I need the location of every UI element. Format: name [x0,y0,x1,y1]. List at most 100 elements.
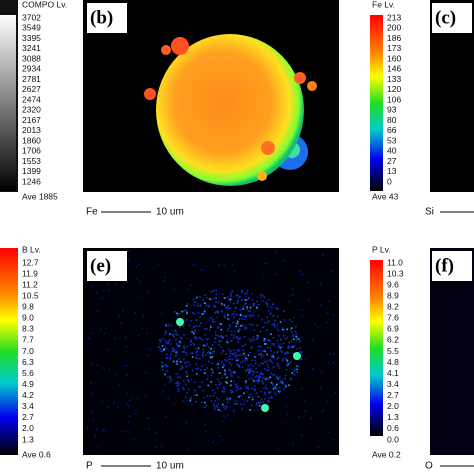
dot [219,409,222,412]
colorbar-tick-label: 93 [387,105,397,115]
dot [264,338,266,340]
dot [211,344,214,346]
dot [249,340,252,343]
dot [192,300,195,303]
dot [239,337,242,340]
dot [165,357,168,360]
dot [175,350,178,352]
dot [194,329,196,331]
dot [106,283,108,285]
dot [128,259,130,262]
colorbar-compo [0,15,16,191]
dot [207,304,210,307]
dot [235,403,237,405]
dot [236,403,239,405]
dot [262,354,265,357]
dot [255,379,258,382]
dot [272,315,275,317]
dot [326,401,328,403]
dot [198,325,201,327]
dot [296,348,298,350]
dot [310,417,313,419]
dot [241,299,243,301]
dot [290,331,293,334]
colorbar-tick-label: 7.7 [22,335,34,345]
colorbar-tick-label: 1.3 [387,412,399,422]
dot [166,365,169,367]
dot [170,379,173,381]
dot [252,365,254,368]
dot [245,380,247,383]
dot [198,386,200,388]
dot [208,298,211,300]
dot [162,280,165,282]
dot [237,354,239,357]
dot [220,335,222,337]
dot [286,351,289,353]
dot [282,334,285,337]
dot [247,388,250,391]
dot [255,362,257,365]
dot [121,287,124,289]
dot [285,358,287,361]
dot [263,387,265,390]
dot [253,338,255,341]
dot [249,306,252,309]
dot [236,302,238,305]
dot [226,307,229,310]
dot [293,370,296,373]
dot [249,367,251,370]
dot [116,373,118,375]
dot [267,378,270,381]
dot [230,363,233,366]
dot [242,315,244,317]
dot [269,359,272,361]
colorbar-tick-label: 12.7 [22,257,39,267]
dot [217,378,219,381]
colorbar-tick-label: 2.7 [22,412,34,422]
dot [173,289,176,291]
dot [223,415,226,417]
dot [128,405,130,408]
colorbar-tick-label: 8.9 [387,290,399,300]
dot [218,339,221,342]
dot [211,441,214,443]
dot [300,358,302,361]
dot [236,349,239,352]
dot [270,350,272,352]
dot [294,373,296,376]
dot [201,401,203,404]
dot [260,401,262,404]
dot [161,361,163,364]
dot [172,360,175,363]
dot [164,415,167,418]
dot [257,336,259,338]
dot [190,320,192,322]
dot [262,401,264,403]
dot [182,325,185,327]
dot [303,400,306,402]
dot [129,399,131,402]
dot [255,367,257,370]
dot [178,340,181,343]
dot [272,356,275,359]
dot [334,391,337,394]
dot [230,330,233,333]
colorbar-tick-label: 2.0 [387,401,399,411]
dot [255,337,258,340]
dot [176,312,178,315]
dot [300,388,303,390]
label-box [87,251,127,281]
dot [260,353,263,355]
dot [277,342,279,345]
dot [137,263,140,266]
dot [241,318,243,320]
dot [233,271,236,273]
dot [293,345,296,347]
dot [292,334,295,336]
dot [167,342,169,345]
dot [203,396,205,399]
dot [142,315,144,318]
dot [202,344,205,347]
dot [103,367,105,370]
